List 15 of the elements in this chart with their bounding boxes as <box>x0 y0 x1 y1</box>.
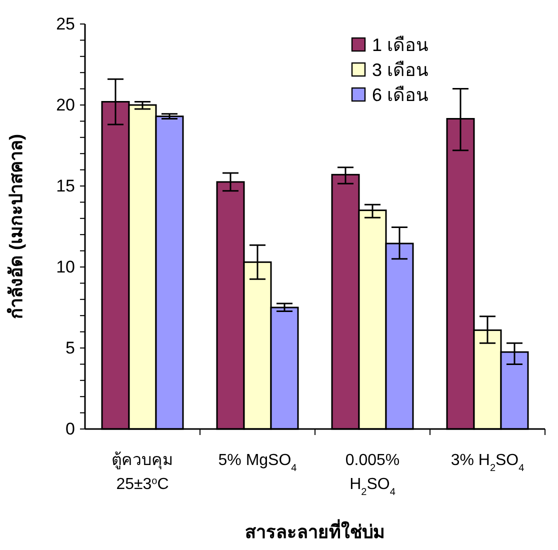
x-axis-title: สารละลายที่ใช่บ่ม <box>245 519 385 542</box>
y-tick-label: 25 <box>56 14 75 34</box>
y-tick-label: 0 <box>66 420 75 438</box>
y-tick-label: 5 <box>66 338 75 358</box>
legend-label: 3 เดือน <box>372 60 428 80</box>
legend-label: 6 เดือน <box>372 85 428 105</box>
legend-label: 1 เดือน <box>372 35 428 55</box>
x-tick-label: 0.005% H$_{2}$SO$_{4}$ <box>345 452 400 498</box>
x-tick-label: 5% MgSO$_{4}$ <box>218 452 298 474</box>
x-tick-label: 3% H$_{2}$SO$_{4}$ <box>450 452 525 474</box>
y-axis-title: กำลังอัด (เมกะปาสคาล) <box>6 134 26 319</box>
y-tick-label: 10 <box>56 258 75 276</box>
y-tick-label: 15 <box>56 176 75 196</box>
y-tick-label: 20 <box>56 96 75 114</box>
x-tick-label: ตู้ควบคุม 25±3$^{o}$C <box>112 451 174 493</box>
